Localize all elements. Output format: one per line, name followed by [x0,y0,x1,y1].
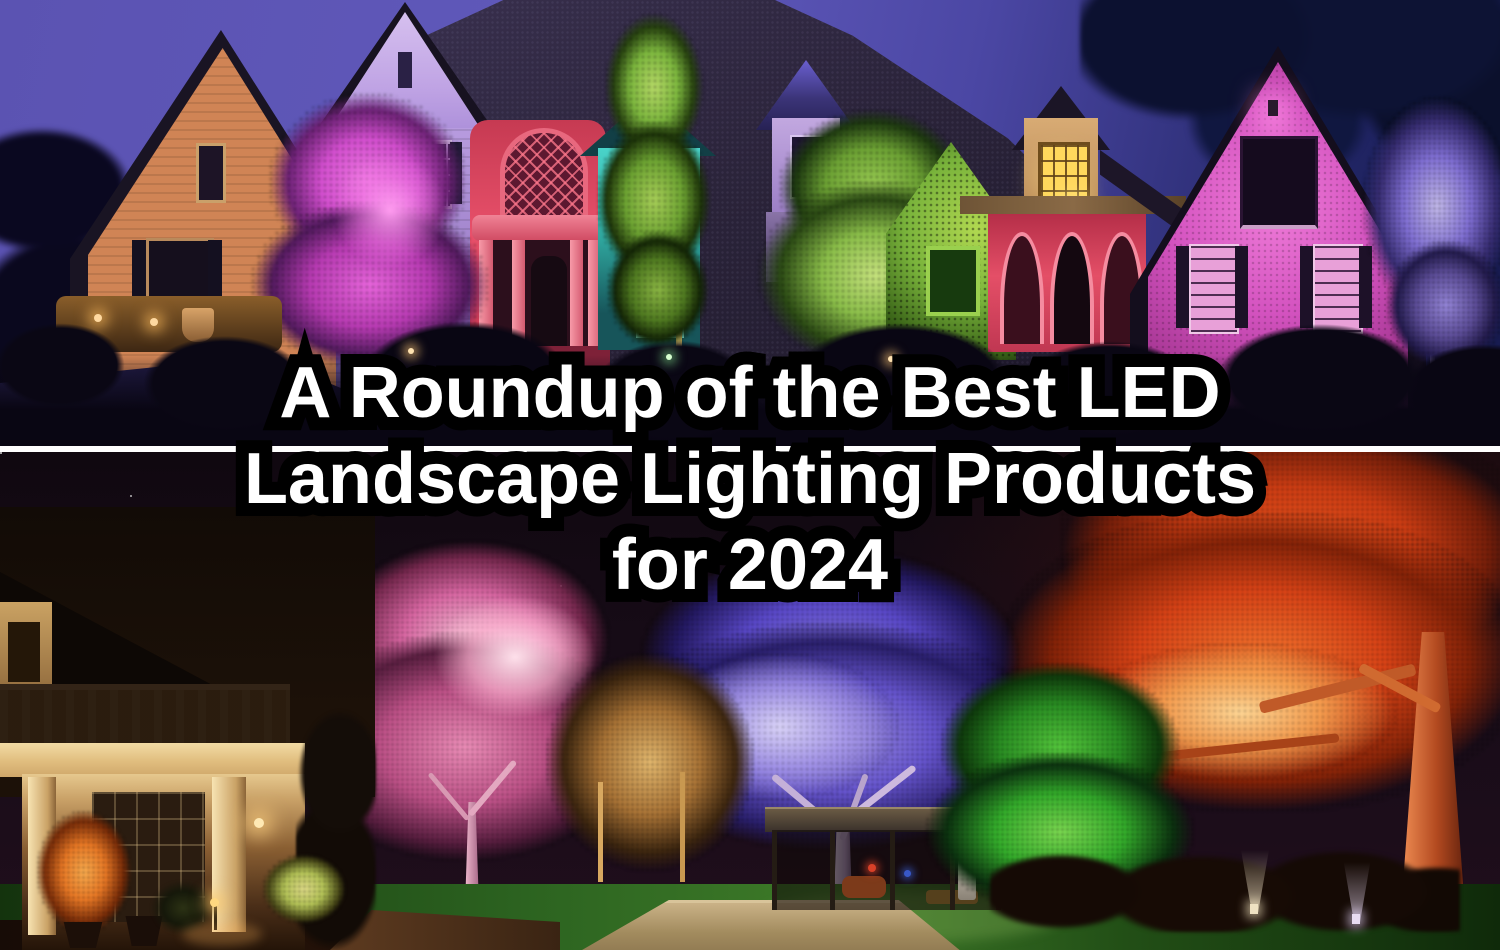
amber-tree-trunk-1 [598,782,603,882]
amber-trees [545,652,755,872]
stars [0,452,2,454]
gazebo-post-2 [830,830,835,910]
gazebo-post-1 [772,830,777,910]
path-light-row-1 [408,348,414,354]
magenta-shutter-3 [1300,246,1313,328]
red-tower-lattice-arch [500,128,588,223]
path-light-bollard [214,904,217,930]
red-tower-entablature [472,215,604,241]
gazebo-red-light [868,864,876,872]
path-light-row-2 [666,354,672,360]
uplight-fixture-2 [1352,914,1360,924]
ivy-gable-window [926,246,980,316]
orange-bush [36,810,132,934]
amber-tree-trunk-2 [680,772,685,882]
title-line-2: Landscape Lighting Products [231,426,1269,532]
orange-gable-attic-window [196,143,226,203]
porch-column-right [212,777,246,932]
lavender-attic-vent [398,52,412,88]
orange-bush-pot [63,922,103,948]
path-light-head [210,898,219,907]
house-upper-window [8,622,40,682]
gazebo-post-3 [890,830,895,910]
path-light-row-3 [888,356,894,362]
magenta-shutter-1 [1176,246,1189,328]
photo-bottom-yard-led-trees [0,452,1500,950]
path-light-ground-glow [182,922,262,946]
pink-tree-trunk [465,802,479,907]
gazebo-furniture-warm [842,876,886,898]
title-line-1: A Roundup of the Best LED [266,340,1233,446]
porch-fascia-lit [0,743,305,777]
photo-top-house-led-lighting [0,0,1500,446]
yellow-dormer-window [1038,142,1090,206]
divider-line [0,446,1500,452]
magenta-gable-lamp [1268,100,1278,116]
shrub-silhouette-row [0,316,1500,446]
gazebo-blue-light [904,870,911,877]
porch-lamp-glow [254,818,264,828]
yellow-green-bush [262,854,346,924]
foreground-shrubs-dark [990,842,1460,932]
magenta-tree-glow [330,150,450,270]
magenta-shutter-2 [1235,246,1248,328]
hero-title: A Roundup of the Best LED Landscape Ligh… [0,340,1500,618]
title-line-3: for 2024 [599,512,901,618]
agave-plant-silhouette [150,880,216,936]
magenta-shutter-4 [1359,246,1372,328]
uplight-fixture-1 [1250,904,1258,914]
eave-band [960,196,1186,214]
magenta-gable-dark-panel [1240,136,1318,229]
